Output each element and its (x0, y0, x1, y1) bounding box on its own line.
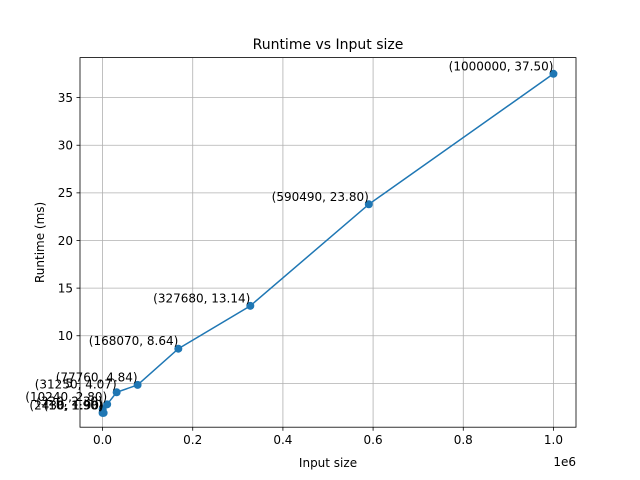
point-annotation: (31250, 4.07) (35, 378, 117, 392)
x-tick-label: 1.0 (544, 433, 563, 447)
data-point (174, 344, 183, 353)
y-tick-label: 5 (65, 377, 73, 391)
x-tick-label: 0.8 (454, 433, 473, 447)
point-annotation: (320, 2.30) (36, 395, 103, 409)
data-point (364, 200, 373, 209)
data-point (133, 380, 142, 389)
y-tick-label: 35 (58, 91, 73, 105)
series (98, 69, 558, 417)
chart-title: Runtime vs Input size (253, 37, 404, 53)
plot-frame (79, 57, 577, 428)
point-annotation: (327680, 13.14) (153, 291, 250, 305)
point-annotation: (77760, 4.84) (56, 370, 138, 384)
y-axis-label: Runtime (ms) (33, 202, 47, 283)
x-axis-offset-label: 1e6 (553, 455, 576, 469)
point-annotation: (2430, 1.90) (29, 398, 103, 412)
series-line (101, 73, 554, 416)
x-tick-label: 0.0 (93, 433, 112, 447)
point-annotation: (10240, 2.80) (25, 390, 107, 404)
point-annotation: (10, 1.90) (44, 398, 103, 412)
data-point (549, 69, 558, 78)
point-annotation: (168070, 8.64) (89, 334, 179, 348)
y-tick-label: 25 (58, 186, 73, 200)
data-point (99, 408, 108, 417)
data-point (246, 301, 255, 310)
point-annotation: (1000000, 37.50) (449, 59, 554, 73)
x-axis-label: Input size (299, 456, 357, 470)
y-tick-label: 10 (58, 329, 73, 343)
x-tick-label: 0.2 (183, 433, 202, 447)
y-tick-label: 15 (58, 281, 73, 295)
point-annotations: (10, 1.90)(320, 2.30)(2430, 1.90)(10240,… (25, 59, 553, 412)
data-point (103, 400, 112, 409)
x-tick-label: 0.6 (364, 433, 383, 447)
data-point (112, 388, 121, 397)
axis-ticks: 0.0 0.2 0.4 0.6 0.8 1.0 5 10 15 20 25 30 35 (58, 91, 563, 447)
grid (80, 57, 576, 428)
x-tick-label: 0.4 (273, 433, 292, 447)
y-tick-label: 20 (58, 234, 73, 248)
point-annotation: (590490, 23.80) (272, 190, 369, 204)
y-tick-label: 30 (58, 139, 73, 153)
